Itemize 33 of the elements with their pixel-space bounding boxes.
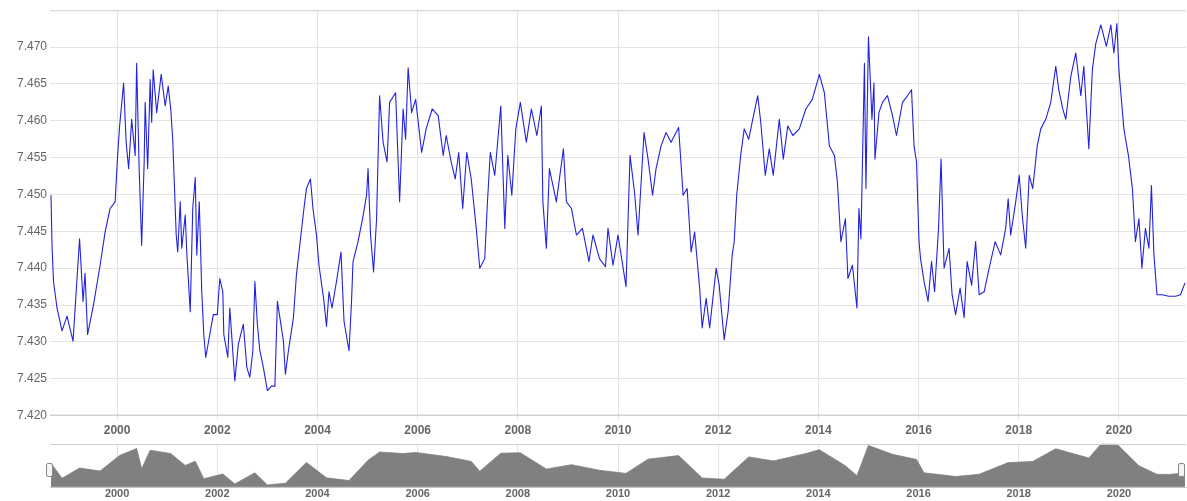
x-tick-label: 2014 [805, 423, 833, 438]
x-tick-label: 2016 [906, 487, 931, 500]
x-tick-label: 2000 [103, 423, 131, 438]
x-tick-label: 2020 [1105, 423, 1133, 438]
y-tick-label: 7.435 [16, 297, 48, 312]
y-tick-label: 7.445 [16, 223, 48, 238]
x-tick-label: 2002 [205, 487, 230, 500]
y-tick-label: 7.450 [16, 186, 48, 201]
y-tick-label: 7.465 [16, 76, 48, 91]
y-tick-label: 7.440 [16, 260, 48, 275]
x-tick-label: 2002 [203, 423, 231, 438]
x-tick-label: 2006 [404, 423, 432, 438]
x-tick-label: 2004 [305, 487, 331, 500]
y-tick-label: 7.455 [16, 149, 48, 164]
x-tick-label: 2014 [806, 487, 832, 500]
x-tick-label: 2010 [605, 487, 631, 500]
x-tick-label: 2006 [405, 487, 430, 500]
x-tick-label: 2012 [704, 423, 732, 438]
x-tick-label: 2008 [505, 487, 531, 500]
y-tick-label: 7.460 [16, 113, 48, 128]
x-tick-label: 2000 [104, 487, 130, 500]
x-tick-label: 2012 [705, 487, 731, 500]
x-tick-label: 2020 [1106, 487, 1132, 500]
x-tick-label: 2008 [504, 423, 532, 438]
x-tick-label: 2016 [905, 423, 933, 438]
x-tick-label: 2010 [604, 423, 632, 438]
y-tick-label: 7.470 [16, 39, 48, 54]
x-tick-label: 2018 [1006, 487, 1031, 500]
y-tick-label: 7.425 [16, 371, 48, 386]
y-tick-label: 7.420 [16, 407, 48, 422]
x-tick-label: 2004 [304, 423, 332, 438]
x-tick-label: 2018 [1005, 423, 1033, 438]
y-tick-label: 7.430 [16, 334, 48, 349]
